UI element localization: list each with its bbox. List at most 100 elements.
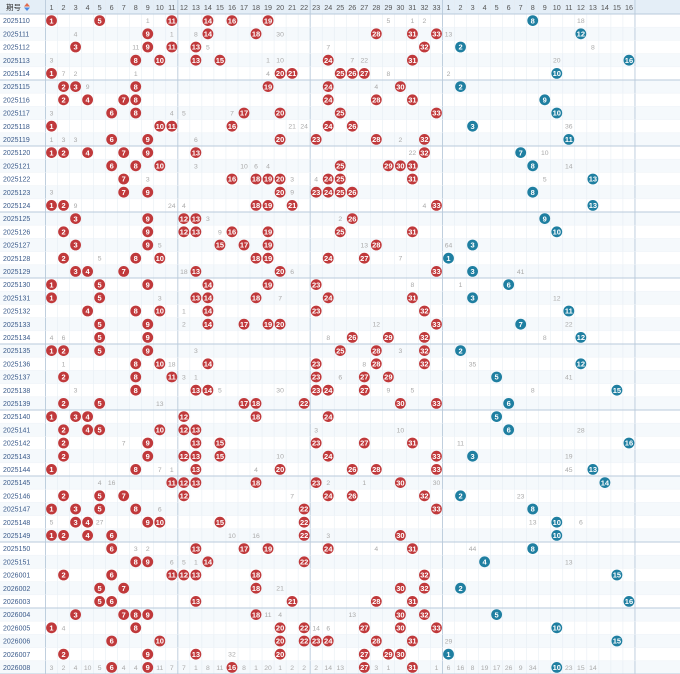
blue-ball: 12 (575, 358, 587, 370)
svg-text:17: 17 (240, 241, 248, 250)
svg-text:5: 5 (495, 412, 499, 421)
blue-ball: 9 (539, 94, 551, 106)
svg-text:14: 14 (204, 30, 213, 39)
svg-text:3: 3 (73, 518, 77, 527)
svg-text:2: 2 (61, 439, 65, 448)
red-ball: 6 (106, 530, 118, 541)
red-ball: 10 (154, 252, 166, 264)
red-ball: 2 (58, 147, 69, 159)
period-cell: 2025140 (3, 414, 30, 421)
red-ball: 21 (286, 596, 298, 607)
red-ball: 5 (94, 318, 106, 330)
period-cell: 2025147 (3, 507, 30, 514)
svg-text:27: 27 (360, 386, 368, 395)
missing-count: 4 (182, 203, 186, 210)
sort-arrows-icon[interactable] (24, 3, 30, 11)
red-ball: 10 (154, 54, 166, 66)
missing-count: 9 (218, 229, 222, 236)
red-ball: 8 (130, 622, 142, 634)
svg-text:33: 33 (432, 109, 440, 118)
svg-text:9: 9 (146, 610, 150, 619)
missing-count: 45 (565, 467, 573, 474)
svg-text:6: 6 (507, 280, 511, 289)
red-ball: 22 (298, 622, 310, 634)
svg-text:6: 6 (110, 531, 114, 540)
red-ball: 9 (142, 332, 154, 343)
red-ball: 12 (178, 213, 190, 225)
svg-text:8: 8 (134, 162, 138, 171)
svg-text:33: 33 (432, 452, 440, 461)
svg-text:23: 23 (312, 386, 320, 395)
blue-ball: 5 (491, 609, 503, 620)
red-ball: 31 (407, 596, 418, 607)
blue-ball: 3 (467, 292, 478, 304)
svg-text:33: 33 (432, 30, 440, 39)
svg-text:9: 9 (146, 280, 150, 289)
period-cell: 2025127 (3, 243, 30, 250)
missing-count: 41 (517, 269, 525, 276)
red-ball: 8 (130, 609, 142, 620)
red-ball: 7 (118, 94, 130, 106)
period-column-header[interactable]: 期号 (6, 3, 21, 12)
missing-count: 19 (565, 454, 573, 461)
red-ball: 9 (142, 318, 154, 330)
blue-number-header: 7 (519, 3, 523, 12)
svg-text:5: 5 (98, 333, 102, 342)
svg-text:16: 16 (228, 122, 236, 131)
blue-ball: 3 (467, 239, 478, 251)
blue-ball: 6 (503, 424, 515, 436)
svg-text:11: 11 (168, 373, 176, 382)
svg-text:4: 4 (86, 412, 91, 421)
svg-text:1: 1 (49, 624, 53, 633)
missing-count: 6 (170, 559, 174, 566)
missing-count: 12 (553, 295, 561, 302)
row-stripe (0, 555, 680, 569)
blue-ball: 7 (515, 147, 527, 159)
missing-count: 16 (108, 480, 116, 487)
svg-text:1: 1 (49, 294, 53, 303)
missing-count: 1 (182, 309, 186, 316)
missing-count: 8 (543, 335, 547, 342)
blue-ball: 2 (455, 582, 466, 594)
svg-text:1: 1 (49, 412, 53, 421)
svg-text:15: 15 (216, 518, 224, 527)
blue-ball: 11 (563, 305, 575, 317)
svg-text:5: 5 (98, 492, 102, 501)
red-ball: 13 (190, 596, 202, 607)
svg-text:7: 7 (122, 584, 126, 593)
red-ball: 13 (190, 543, 202, 554)
svg-text:22: 22 (300, 531, 308, 540)
svg-text:26: 26 (348, 69, 356, 78)
missing-count: 17 (493, 665, 501, 672)
svg-text:9: 9 (146, 214, 150, 223)
red-number-header: 18 (252, 3, 260, 12)
svg-text:8: 8 (134, 96, 138, 105)
svg-text:14: 14 (601, 478, 610, 487)
missing-count: 20 (553, 58, 561, 65)
blue-ball: 13 (587, 200, 599, 211)
blue-ball: 12 (575, 28, 587, 40)
period-cell: 2025137 (3, 375, 30, 382)
svg-text:2: 2 (458, 584, 462, 593)
red-ball: 27 (358, 662, 370, 673)
missing-count: 1 (194, 375, 198, 382)
svg-text:16: 16 (625, 597, 633, 606)
svg-text:29: 29 (384, 373, 392, 382)
svg-text:33: 33 (432, 624, 440, 633)
missing-count: 10 (397, 427, 405, 434)
blue-ball: 15 (611, 384, 623, 396)
svg-text:2: 2 (61, 492, 65, 501)
missing-count: 4 (98, 480, 102, 487)
red-ball: 33 (431, 450, 442, 462)
period-cell: 2025144 (3, 467, 30, 474)
red-ball: 17 (238, 398, 250, 409)
svg-text:26: 26 (348, 122, 356, 131)
svg-text:1: 1 (49, 69, 53, 78)
blue-number-header: 10 (553, 3, 561, 12)
svg-text:20: 20 (276, 650, 284, 659)
red-ball: 13 (190, 450, 202, 462)
missing-count: 7 (158, 467, 162, 474)
period-cell: 2026002 (3, 586, 30, 593)
missing-count: 1 (254, 665, 258, 672)
period-cell: 2025139 (3, 401, 30, 408)
